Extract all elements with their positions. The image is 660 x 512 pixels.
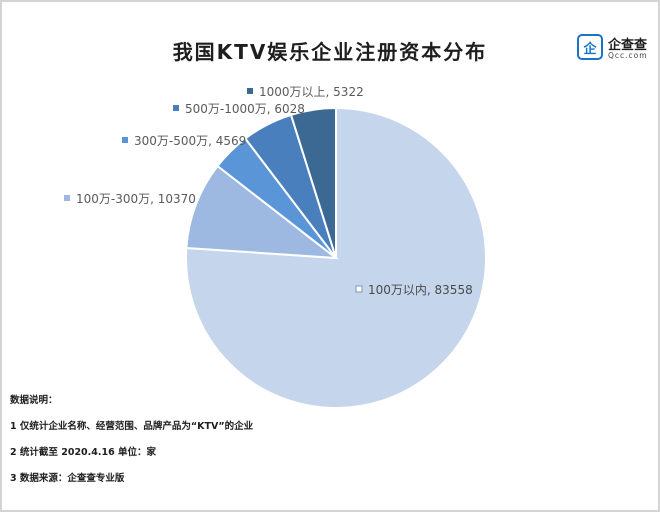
label-marker bbox=[247, 88, 253, 94]
slice-label: 300万-500万, 4569 bbox=[134, 134, 246, 148]
logo-subtitle: Qcc.com bbox=[608, 51, 648, 60]
qcc-logo: 企 企查查 Qcc.com bbox=[577, 33, 649, 63]
slice-label: 100万以内, 83558 bbox=[368, 283, 473, 297]
pie-slice bbox=[185, 106, 487, 409]
pie-slice bbox=[289, 106, 337, 259]
label-marker bbox=[122, 137, 128, 143]
label-marker bbox=[355, 285, 363, 293]
slice-label: 500万-1000万, 6028 bbox=[185, 102, 305, 116]
notes-line-1: 1 仅统计企业名称、经营范围、品牌产品为“KTV”的企业 bbox=[10, 421, 254, 432]
notes-line-2: 2 统计截至 2020.4.16 单位：家 bbox=[10, 447, 157, 458]
data-notes: 数据说明： 1 仅统计企业名称、经营范围、品牌产品为“KTV”的企业 2 统计截… bbox=[10, 392, 253, 496]
label-marker bbox=[173, 105, 179, 111]
pie-slice bbox=[185, 164, 340, 260]
notes-line-3: 3 数据来源：企查查专业版 bbox=[10, 473, 125, 484]
logo-name: 企查查 bbox=[608, 38, 648, 53]
notes-heading: 数据说明： bbox=[10, 395, 58, 406]
slice-label: 1000万以上, 5322 bbox=[259, 85, 364, 99]
qcc-logo-icon: 企 bbox=[577, 34, 603, 60]
label-marker bbox=[64, 195, 70, 201]
slice-label: 100万-300万, 10370 bbox=[76, 192, 196, 206]
chart-title: 我国KTV娱乐企业注册资本分布 bbox=[172, 40, 488, 64]
